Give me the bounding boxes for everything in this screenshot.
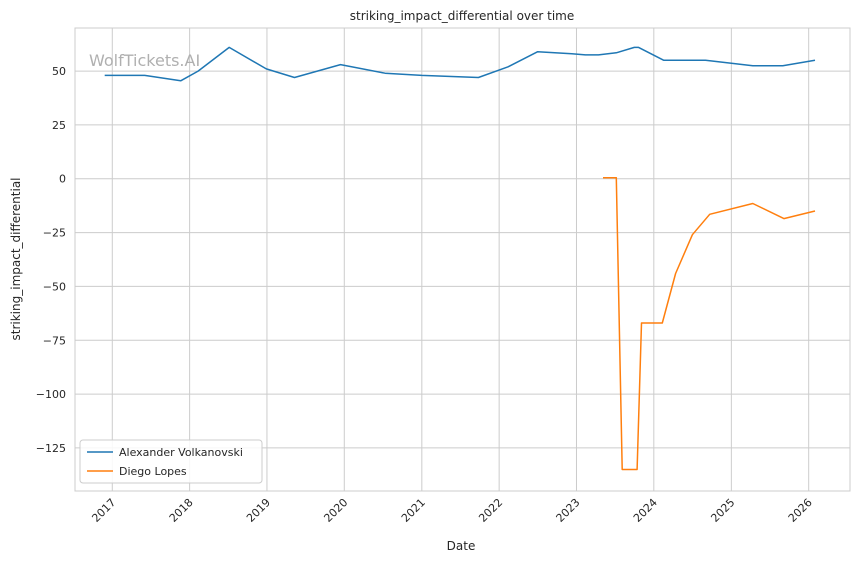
plot-frame bbox=[74, 27, 851, 492]
y-tick-label: −125 bbox=[36, 442, 66, 455]
y-tick-labels: 50 25 0 −25 −50 −75 −100 −125 bbox=[36, 65, 66, 455]
chart-title: striking_impact_differential over time bbox=[350, 9, 575, 23]
series-line-alexander-volkanovski bbox=[104, 46, 816, 82]
legend-label-lopes: Diego Lopes bbox=[119, 465, 187, 478]
series-line-diego-lopes bbox=[603, 176, 816, 471]
legend-label-volkanovski: Alexander Volkanovski bbox=[119, 446, 243, 459]
x-axis-title: Date bbox=[447, 539, 476, 553]
watermark: WolfTickets.AI bbox=[89, 51, 200, 70]
series-layer bbox=[104, 46, 816, 471]
legend: Alexander Volkanovski Diego Lopes bbox=[79, 439, 263, 484]
y-tick-label: −50 bbox=[43, 280, 66, 293]
y-tick-label: −75 bbox=[43, 334, 66, 347]
y-tick-label: −25 bbox=[43, 227, 66, 240]
y-tick-label: 0 bbox=[59, 173, 66, 186]
y-tick-label: 50 bbox=[52, 65, 66, 78]
grid bbox=[75, 28, 850, 491]
y-tick-label: −100 bbox=[36, 388, 66, 401]
y-axis-title: striking_impact_differential bbox=[9, 177, 23, 340]
legend-box bbox=[79, 439, 263, 484]
y-tick-label: 25 bbox=[52, 119, 66, 132]
